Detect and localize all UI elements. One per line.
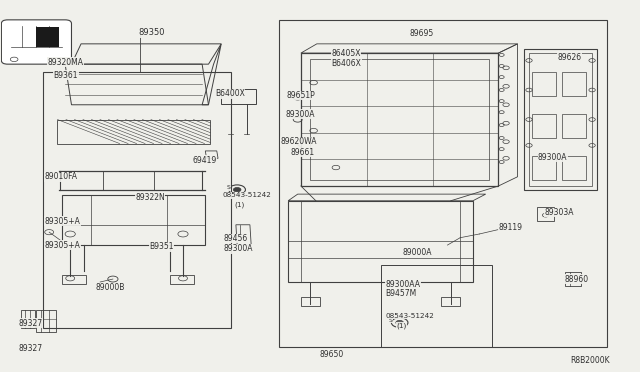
Text: 89300A: 89300A xyxy=(223,244,253,253)
Text: B9457M: B9457M xyxy=(386,289,417,298)
Bar xyxy=(532,114,556,138)
Bar xyxy=(537,207,554,221)
Text: 89119: 89119 xyxy=(499,223,522,232)
Bar xyxy=(524,49,597,190)
Text: 89000B: 89000B xyxy=(96,283,125,292)
Text: B9351: B9351 xyxy=(149,243,173,251)
Text: 89350: 89350 xyxy=(138,28,165,37)
Text: 89661: 89661 xyxy=(291,148,315,157)
Bar xyxy=(562,71,586,96)
Text: 08543-51242: 08543-51242 xyxy=(386,313,435,319)
Text: 89322N: 89322N xyxy=(135,193,165,202)
Text: 89300AA: 89300AA xyxy=(386,280,420,289)
Bar xyxy=(441,297,460,306)
Bar xyxy=(301,297,320,306)
Text: (1): (1) xyxy=(396,322,406,329)
Circle shape xyxy=(234,187,241,192)
Text: R8B2000K: R8B2000K xyxy=(570,356,610,365)
Text: S: S xyxy=(227,185,230,190)
Text: 89305+A: 89305+A xyxy=(45,217,81,225)
Bar xyxy=(381,265,492,347)
Bar xyxy=(278,20,607,347)
Text: 86405X: 86405X xyxy=(332,49,361,58)
Text: 89300A: 89300A xyxy=(538,153,568,162)
Bar xyxy=(36,27,59,47)
Text: S: S xyxy=(389,318,393,323)
Text: 89456: 89456 xyxy=(223,234,248,243)
Text: 89300A: 89300A xyxy=(285,109,315,119)
Bar xyxy=(170,275,195,284)
Text: 88960: 88960 xyxy=(564,275,588,283)
Text: 89651P: 89651P xyxy=(286,91,315,100)
Bar xyxy=(310,59,489,180)
Bar xyxy=(62,195,205,245)
Text: 89327: 89327 xyxy=(19,319,43,328)
Bar xyxy=(532,71,556,96)
Text: 89650: 89650 xyxy=(320,350,344,359)
Text: 89000A: 89000A xyxy=(403,248,433,257)
Bar xyxy=(58,119,211,144)
Text: (1): (1) xyxy=(234,202,244,208)
Text: 89320MA: 89320MA xyxy=(47,58,83,67)
Text: 89620WA: 89620WA xyxy=(280,137,317,146)
Bar xyxy=(62,275,86,284)
Bar xyxy=(532,157,556,180)
Text: B6400X: B6400X xyxy=(215,89,244,98)
Text: 89303A: 89303A xyxy=(544,208,574,217)
Bar xyxy=(43,71,231,328)
Text: B6406X: B6406X xyxy=(332,59,362,68)
Text: B9361: B9361 xyxy=(54,71,78,80)
Text: 89010FA: 89010FA xyxy=(44,172,77,181)
Text: 89305+A: 89305+A xyxy=(45,241,81,250)
Bar xyxy=(562,157,586,180)
Text: 69419: 69419 xyxy=(193,155,217,165)
Circle shape xyxy=(10,57,18,62)
Bar xyxy=(562,114,586,138)
FancyBboxPatch shape xyxy=(1,20,72,64)
Text: 89327: 89327 xyxy=(19,344,43,353)
Bar xyxy=(529,53,592,186)
Text: 08543-51242: 08543-51242 xyxy=(223,192,271,198)
Circle shape xyxy=(396,320,403,325)
Bar xyxy=(221,89,256,104)
Text: 89695: 89695 xyxy=(409,29,433,38)
Text: 89626: 89626 xyxy=(557,53,582,62)
